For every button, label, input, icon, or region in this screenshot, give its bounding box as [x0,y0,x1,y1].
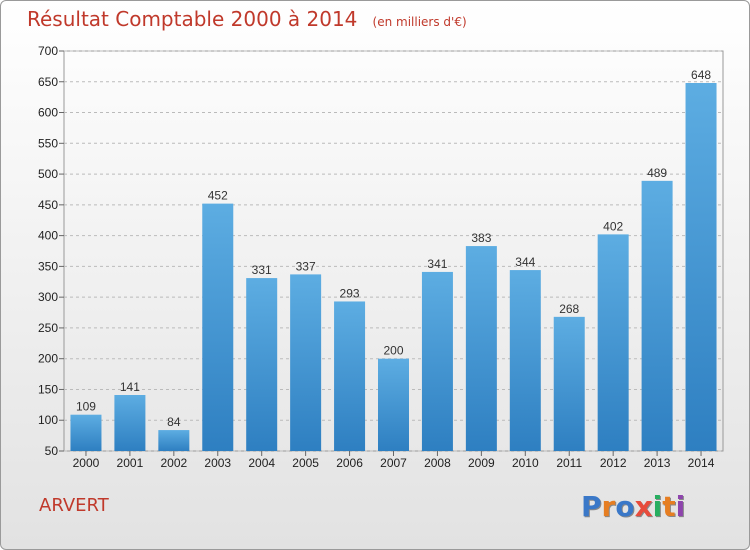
y-tick-label: 300 [38,290,58,304]
y-tick-label: 200 [38,352,58,366]
place-name: ARVERT [39,495,109,516]
y-tick-label: 700 [38,44,58,58]
bar-value-label: 341 [427,257,447,271]
x-tick-label: 2005 [292,456,319,470]
chart-title: Résultat Comptable 2000 à 2014 [27,7,358,31]
bar-value-label: 337 [296,259,316,273]
x-tick-label: 2010 [512,456,539,470]
chart-title-block: Résultat Comptable 2000 à 2014 (en milli… [27,7,467,31]
bar [202,203,234,451]
x-tick-label: 2003 [204,456,231,470]
x-tick-label: 2012 [600,456,627,470]
bar [334,301,366,451]
bar-value-label: 648 [691,68,711,82]
bar-value-label: 141 [120,380,140,394]
bar-value-label: 489 [647,166,667,180]
logo-letter: x [634,490,653,523]
bar [509,270,541,451]
proxiti-logo[interactable]: Proxiti [581,490,685,523]
y-axis: 50 100 150 200 250 300 350 400 450 500 550 600 650 70… [38,44,64,458]
bar [421,271,453,451]
bar [290,274,322,451]
bar-value-label: 344 [515,255,535,269]
bars: 109 141 84 452 331 337 293 200 341 383 344 268 402 48… [70,68,717,451]
y-tick-label: 100 [38,413,58,427]
y-tick-label: 500 [38,167,58,181]
bar-value-label: 331 [252,263,272,277]
bar-value-label: 402 [603,219,623,233]
bar-value-label: 452 [208,189,228,203]
x-axis: 2000 2001 2002 2003 2004 2005 2006 2007 2008 2009… [73,451,715,470]
x-tick-label: 2009 [468,456,495,470]
y-tick-label: 650 [38,75,58,89]
x-tick-label: 2013 [644,456,671,470]
x-tick-label: 2006 [336,456,363,470]
x-tick-label: 2004 [248,456,275,470]
bar [70,414,102,451]
bar [641,180,673,451]
y-tick-label: 400 [38,229,58,243]
x-tick-label: 2002 [160,456,187,470]
y-tick-label: 50 [45,444,59,458]
bar-value-label: 293 [340,286,360,300]
x-tick-label: 2000 [73,456,100,470]
x-tick-label: 2014 [688,456,715,470]
y-tick-label: 550 [38,136,58,150]
logo-letter: o [615,490,635,523]
y-tick-label: 250 [38,321,58,335]
bar-value-label: 84 [167,415,181,429]
y-tick-label: 450 [38,198,58,212]
logo-letter: i [652,490,663,523]
x-tick-label: 2001 [117,456,144,470]
chart-subtitle: (en milliers d'€) [372,15,467,29]
logo-letter: P [581,490,602,523]
bar-value-label: 109 [76,400,96,414]
bar [158,430,190,451]
x-tick-label: 2011 [556,456,582,470]
bar [378,358,409,451]
x-tick-label: 2007 [380,456,407,470]
bar [246,278,278,451]
bar-value-label: 383 [471,231,491,245]
bar [465,246,497,451]
bar-value-label: 200 [383,344,403,358]
y-tick-label: 600 [38,106,58,120]
bar [114,395,146,451]
bar [685,83,717,451]
logo-letter: t [662,490,676,523]
logo-letter: i [675,490,686,523]
bar [553,316,585,451]
y-tick-label: 150 [38,382,58,396]
bar [597,234,629,451]
bar-value-label: 268 [559,302,579,316]
y-tick-label: 350 [38,259,58,273]
x-tick-label: 2008 [424,456,451,470]
logo-letter: r [601,490,616,523]
